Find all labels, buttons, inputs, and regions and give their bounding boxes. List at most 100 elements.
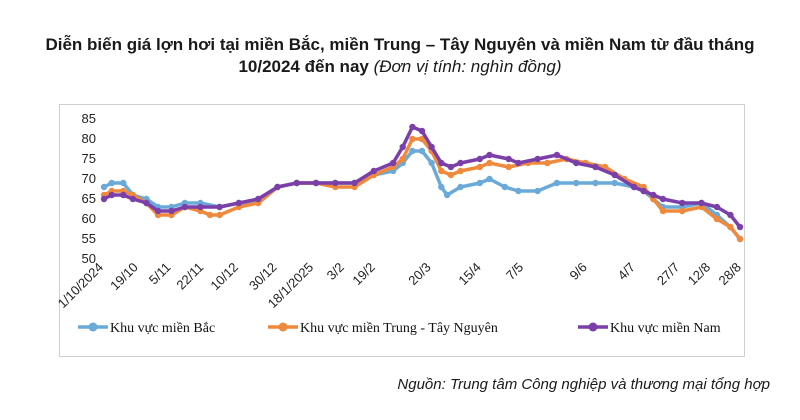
data-point — [659, 207, 667, 215]
data-point — [486, 159, 493, 167]
x-tick-label: 7/5 — [503, 259, 526, 282]
data-point — [409, 147, 416, 155]
y-tick-label: 85 — [82, 111, 96, 126]
data-point — [611, 179, 618, 187]
x-tick-label: 3/2 — [324, 260, 347, 283]
data-point — [418, 127, 426, 135]
data-point — [727, 223, 734, 231]
data-point — [457, 183, 464, 191]
data-point — [181, 203, 189, 211]
data-point — [447, 163, 455, 171]
data-point — [120, 191, 127, 199]
data-point — [486, 151, 493, 159]
data-point — [293, 179, 300, 187]
data-point — [428, 143, 435, 151]
data-point — [235, 199, 243, 207]
data-point — [216, 211, 223, 219]
data-point — [108, 191, 115, 199]
data-point — [630, 183, 638, 191]
data-point — [120, 179, 127, 187]
data-point — [573, 159, 580, 167]
x-tick-label: 5/11 — [146, 260, 174, 288]
data-point — [274, 183, 281, 191]
legend-label: Khu vực miền Nam — [610, 321, 721, 336]
data-point — [534, 155, 541, 163]
data-point — [611, 171, 618, 179]
x-tick-label: 30/12 — [246, 260, 280, 294]
y-tick-label: 60 — [82, 211, 96, 226]
data-point — [255, 195, 262, 203]
data-point — [553, 179, 561, 187]
data-point — [428, 159, 435, 167]
data-point — [438, 159, 445, 167]
x-tick-label: 10/12 — [207, 260, 241, 294]
data-point — [443, 191, 451, 199]
y-tick-label: 70 — [82, 171, 96, 186]
data-point — [679, 199, 686, 207]
x-tick-label: 4/7 — [615, 259, 638, 282]
data-point — [129, 195, 137, 203]
data-point — [438, 167, 445, 175]
data-point — [154, 207, 162, 215]
x-tick-label: 1/10/2024 — [55, 260, 107, 312]
data-point — [312, 179, 320, 187]
y-tick-label: 75 — [82, 151, 96, 166]
chart-title-unit: (Đơn vị tính: nghìn đồng) — [373, 57, 562, 76]
data-point — [486, 175, 493, 183]
x-tick-label: 27/7 — [654, 260, 683, 289]
data-point — [438, 183, 445, 191]
data-point — [389, 159, 397, 167]
data-point — [592, 163, 599, 171]
legend-swatch-marker — [88, 322, 98, 332]
data-point — [713, 203, 721, 211]
data-point — [100, 183, 108, 191]
data-point — [447, 171, 455, 179]
chart-title: Diễn biến giá lợn hơi tại miền Bắc, miền… — [20, 34, 780, 78]
chart-title-main: Diễn biến giá lợn hơi tại miền Bắc, miền… — [45, 35, 755, 76]
data-point — [727, 211, 734, 219]
data-point — [534, 187, 541, 195]
data-point — [736, 235, 744, 243]
data-point — [399, 155, 406, 163]
x-tick-label: 9/6 — [566, 259, 589, 282]
series-line-bac — [102, 149, 742, 241]
data-point — [679, 207, 686, 215]
data-point — [713, 215, 721, 223]
data-point — [501, 183, 509, 191]
y-tick-label: 50 — [82, 251, 96, 266]
data-point — [399, 143, 406, 151]
legend-label: Khu vực miền Trung - Tây Nguyên — [300, 321, 498, 336]
data-point — [476, 155, 483, 163]
data-point — [573, 179, 580, 187]
data-point — [168, 207, 175, 215]
data-point — [143, 199, 150, 207]
data-point — [650, 191, 657, 199]
data-point — [515, 187, 522, 195]
data-point — [505, 163, 512, 171]
data-point — [659, 195, 667, 203]
y-tick-label: 55 — [82, 231, 96, 246]
legend-swatch-marker — [588, 322, 598, 332]
data-point — [351, 179, 358, 187]
legend-label: Khu vực miền Bắc — [110, 321, 215, 336]
data-point — [332, 179, 339, 187]
data-point — [197, 203, 204, 211]
data-point — [457, 159, 464, 167]
x-tick-label: 28/8 — [716, 259, 745, 288]
data-point — [206, 211, 214, 219]
data-point — [640, 187, 647, 195]
data-point — [592, 179, 599, 187]
data-point — [216, 203, 223, 211]
x-tick-label: 19/2 — [349, 259, 378, 288]
y-tick-label: 80 — [82, 131, 96, 146]
data-point — [100, 195, 108, 203]
data-point — [409, 135, 416, 143]
x-tick-label: 12/8 — [685, 260, 714, 289]
y-tick-label: 65 — [82, 191, 96, 206]
data-point — [108, 179, 115, 187]
data-point — [544, 159, 551, 167]
data-point — [698, 199, 705, 207]
data-point — [476, 179, 483, 187]
x-tick-label: 15/4 — [455, 259, 484, 288]
